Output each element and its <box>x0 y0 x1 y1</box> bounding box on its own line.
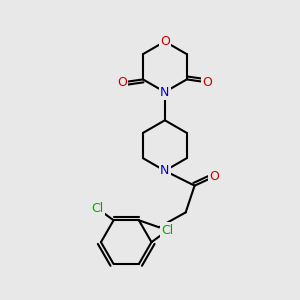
Text: Cl: Cl <box>91 202 104 215</box>
Text: Cl: Cl <box>162 224 174 237</box>
Text: N: N <box>160 164 170 177</box>
Text: N: N <box>160 85 170 98</box>
Text: O: O <box>202 76 212 89</box>
Text: O: O <box>117 76 127 89</box>
Text: O: O <box>160 35 170 48</box>
Text: O: O <box>209 170 219 183</box>
